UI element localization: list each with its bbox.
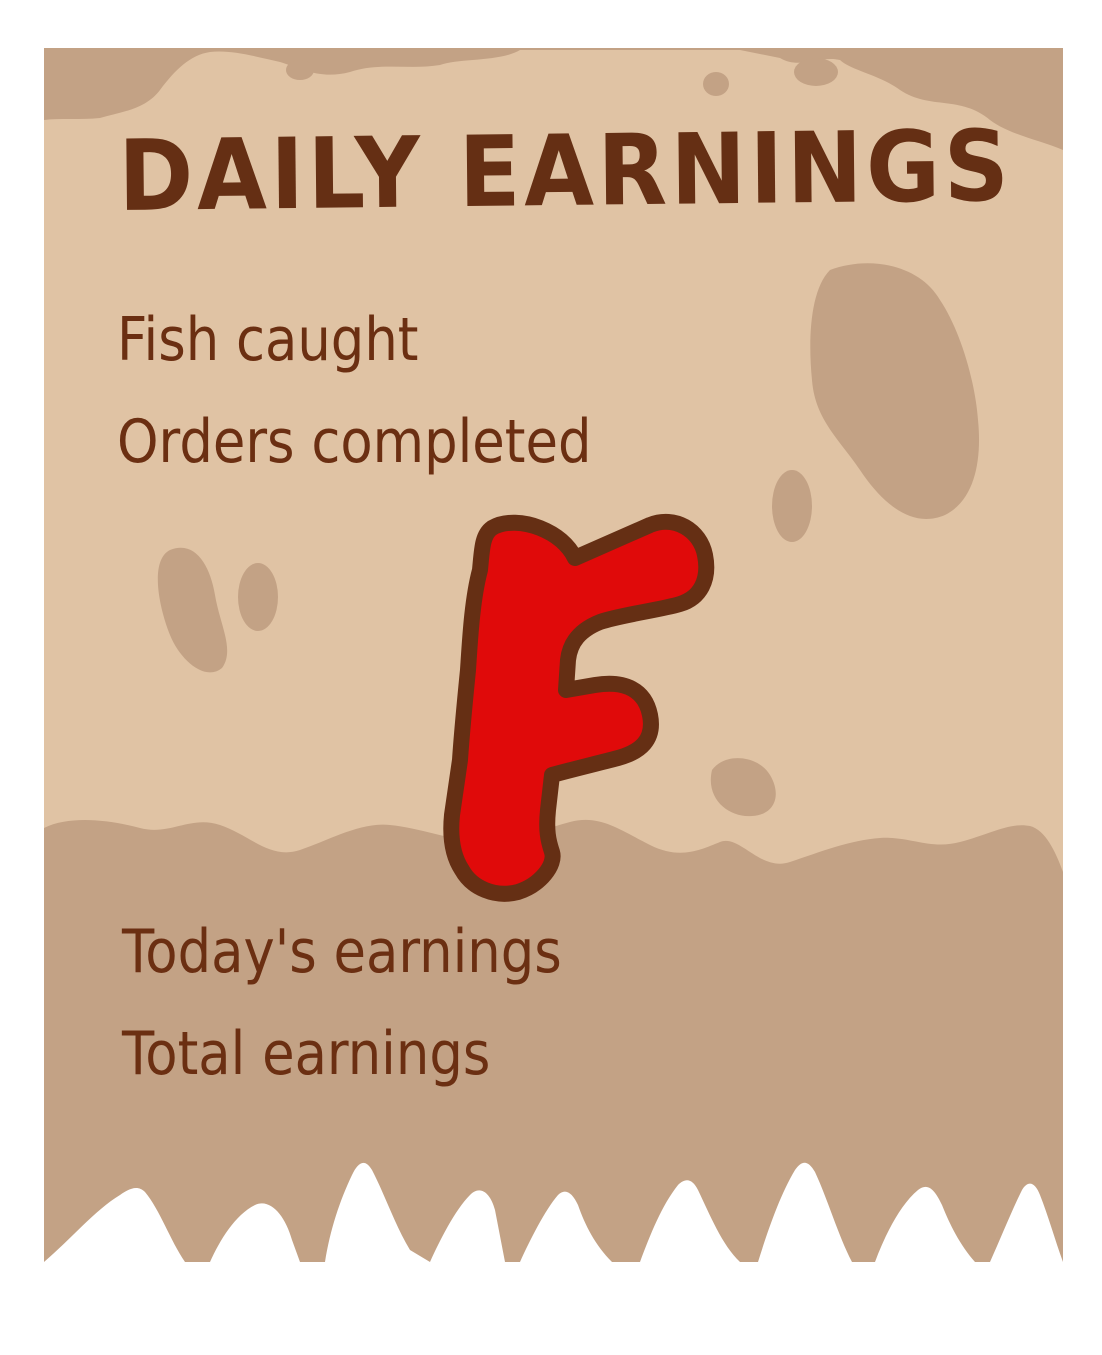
panel-title: DAILY EARNINGS [117,109,1013,234]
paper-speck [794,58,838,86]
paper-stain-right [810,263,980,519]
todays-earnings-label: Today's earnings [122,917,562,987]
paper-speck [703,72,729,96]
paper-top-stain [44,48,1063,150]
grade-letter-f [443,513,715,902]
paper-torn-edge [44,1162,1063,1355]
paper-stain-left [157,547,228,673]
paper-lower-band [44,819,1063,1263]
fish-caught-label: Fish caught [117,305,419,375]
orders-completed-label: Orders completed [117,407,592,477]
paper-speck [238,563,278,631]
paper-speck [772,470,812,542]
total-earnings-label: Total earnings [122,1019,491,1089]
paper-speck [710,758,776,817]
paper-speck [286,60,314,80]
